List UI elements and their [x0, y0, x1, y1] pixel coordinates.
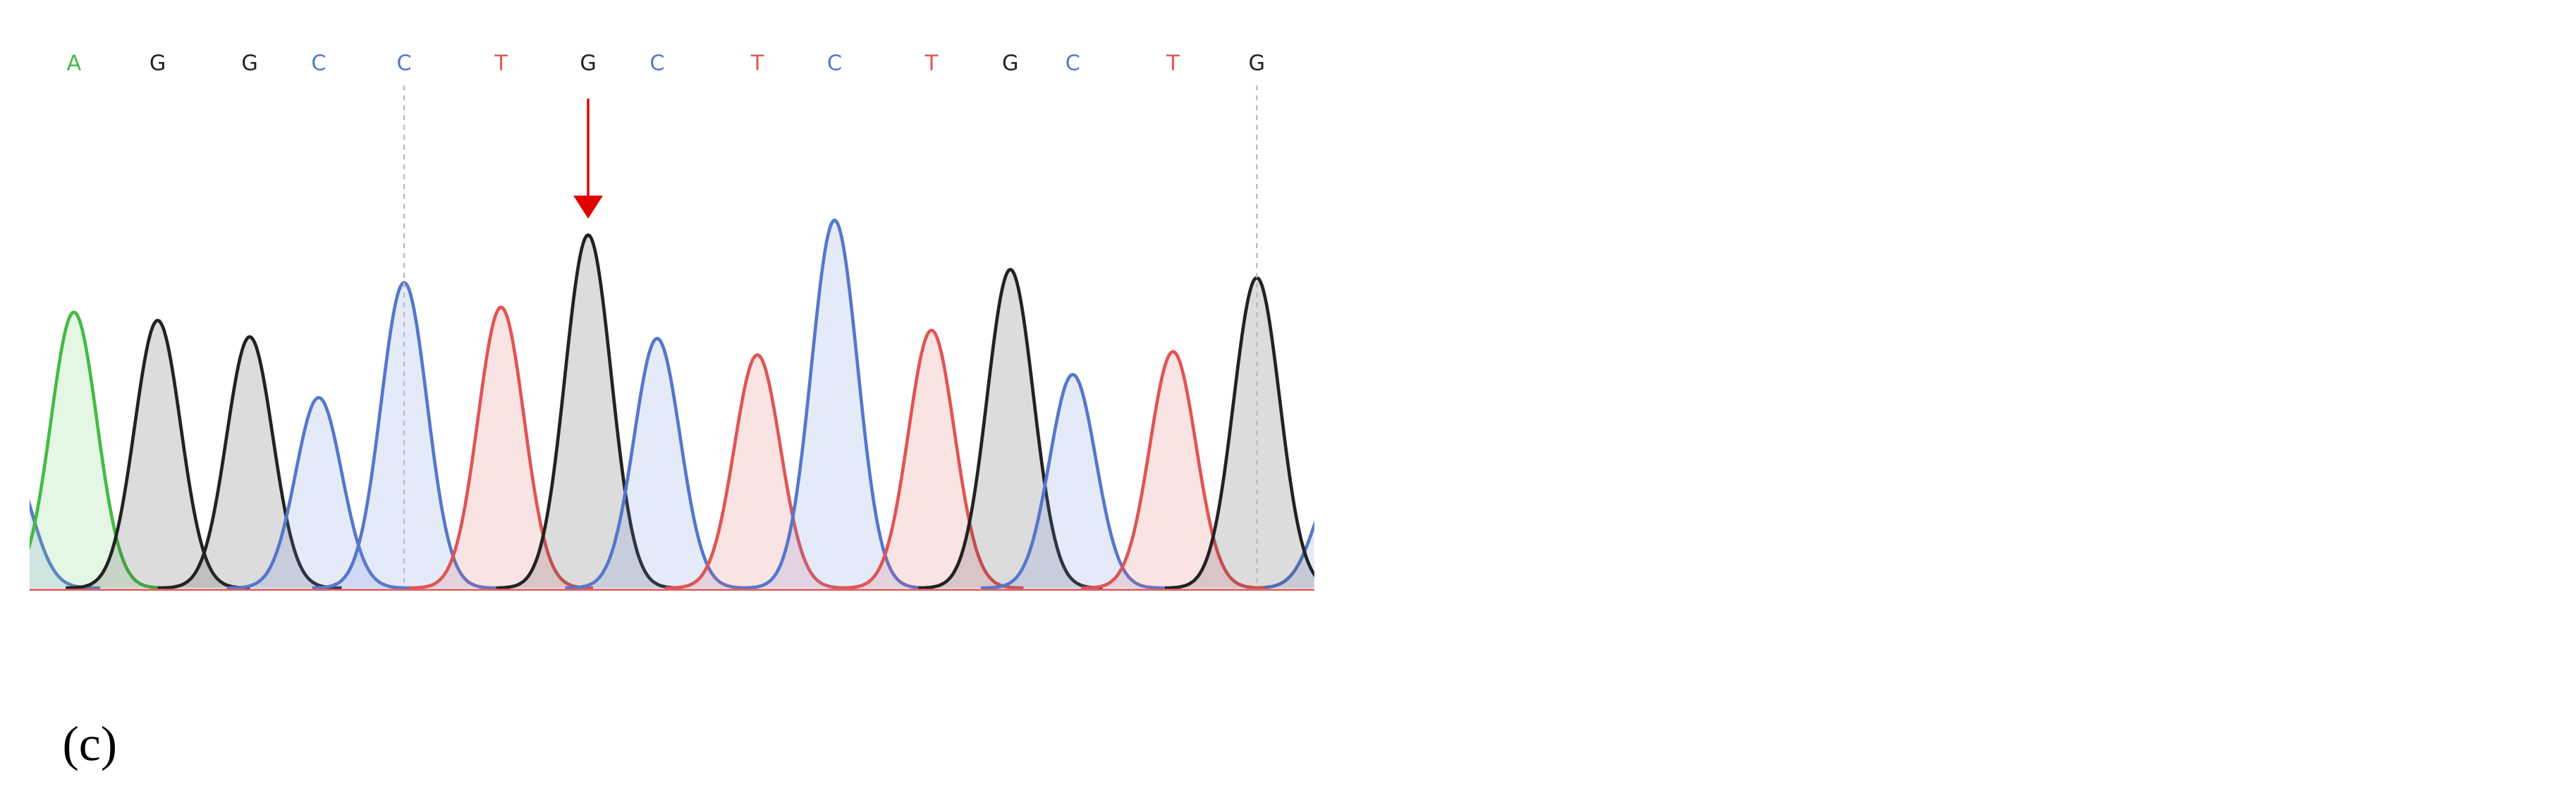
- base-call: T: [750, 51, 764, 76]
- peak: [226, 395, 411, 590]
- peak: [980, 372, 1166, 590]
- peak: [29, 499, 101, 590]
- peak: [66, 319, 250, 590]
- base-call: G: [1002, 51, 1018, 76]
- chromatogram: [29, 218, 1314, 590]
- peak: [918, 267, 1103, 590]
- panel-label: (c): [63, 718, 118, 772]
- base-call: G: [580, 51, 596, 76]
- base-call: C: [311, 51, 326, 76]
- base-call: C: [649, 51, 664, 76]
- base-call: A: [66, 51, 81, 76]
- base-call: G: [1249, 51, 1265, 76]
- arrow-head: [573, 195, 604, 219]
- base-call: G: [149, 51, 166, 76]
- peak: [29, 310, 166, 590]
- base-call: T: [1166, 51, 1180, 76]
- base-call: G: [241, 51, 257, 76]
- base-call: T: [924, 51, 939, 76]
- peak: [743, 218, 927, 590]
- peak: [1247, 520, 1314, 590]
- peak: [496, 233, 680, 590]
- base-call: T: [494, 51, 508, 76]
- peak: [409, 305, 594, 590]
- peak: [665, 352, 850, 590]
- base-call: C: [397, 51, 412, 76]
- peak: [565, 336, 750, 590]
- peak: [839, 328, 1024, 590]
- peak: [157, 335, 342, 590]
- peak: [1080, 350, 1266, 590]
- base-call: C: [827, 51, 842, 76]
- base-call: C: [1066, 51, 1080, 76]
